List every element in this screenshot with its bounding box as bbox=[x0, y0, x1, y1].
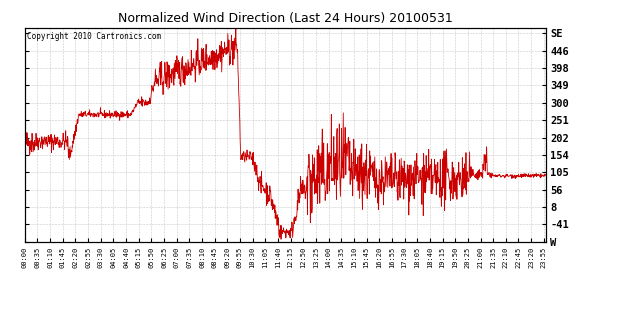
Title: Normalized Wind Direction (Last 24 Hours) 20100531: Normalized Wind Direction (Last 24 Hours… bbox=[118, 12, 453, 25]
Text: Copyright 2010 Cartronics.com: Copyright 2010 Cartronics.com bbox=[27, 32, 162, 41]
